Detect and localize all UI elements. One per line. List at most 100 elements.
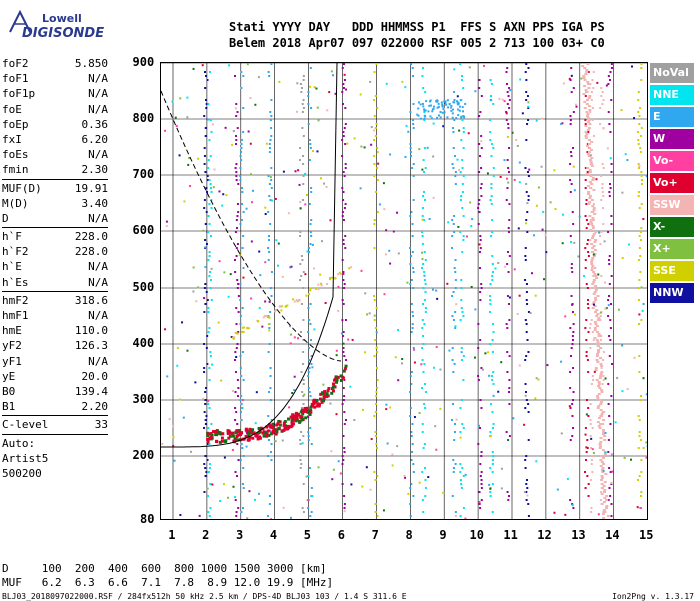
echo-point — [409, 391, 411, 393]
echo-point — [237, 507, 239, 509]
echo-point — [468, 132, 470, 134]
echo-point — [303, 511, 305, 513]
echo-point — [345, 203, 347, 205]
echo-point — [268, 327, 270, 329]
echo-point — [347, 339, 349, 341]
echo-point — [401, 362, 403, 364]
echo-point — [600, 491, 602, 493]
echo-point — [569, 163, 571, 165]
echo-point — [601, 477, 604, 479]
x-tick-label: 4 — [270, 528, 277, 542]
echo-point — [583, 101, 586, 103]
echo-point — [412, 463, 414, 465]
echo-point — [462, 311, 464, 313]
echo-point — [309, 427, 311, 429]
echo-point — [427, 476, 429, 478]
echo-point — [240, 315, 242, 317]
echo-point — [411, 303, 413, 305]
y-tick-label: 80 — [140, 512, 154, 526]
echo-point — [491, 411, 493, 413]
echo-point — [594, 239, 597, 241]
echo-point — [593, 293, 596, 295]
echo-point — [342, 239, 344, 241]
echo-point — [626, 159, 628, 161]
echo-point — [243, 211, 245, 213]
echo-point — [203, 367, 205, 369]
echo-point — [594, 371, 596, 373]
x-tick-label: 9 — [439, 528, 446, 542]
echo-point — [517, 313, 519, 315]
echo-point — [438, 114, 440, 116]
echo-point — [242, 399, 244, 401]
echo-point — [268, 329, 270, 331]
echo-point — [602, 375, 604, 377]
echo-point — [560, 123, 562, 125]
echo-point — [329, 219, 331, 221]
echo-point — [344, 283, 346, 285]
echo-point — [603, 167, 605, 169]
echo-point — [588, 97, 591, 99]
echo-point — [481, 483, 483, 485]
echo-point — [588, 95, 591, 97]
echo-point — [638, 163, 640, 165]
echo-point — [597, 407, 600, 409]
echo-point — [591, 259, 594, 261]
echo-point — [234, 419, 236, 421]
echo-point — [210, 119, 212, 121]
echo-point — [542, 211, 544, 213]
echo-point — [235, 143, 237, 145]
echo-point — [267, 211, 269, 213]
echo-point — [608, 263, 610, 265]
echo-point — [269, 143, 271, 145]
echo-point — [377, 211, 379, 213]
echo-point — [592, 307, 595, 309]
echo-point — [598, 393, 601, 395]
echo-point — [270, 135, 272, 137]
echo-point — [231, 432, 234, 435]
echo-point — [176, 365, 178, 367]
echo-point — [302, 103, 304, 105]
echo-point — [596, 82, 598, 84]
echo-point — [374, 339, 376, 341]
echo-point — [563, 82, 565, 84]
echo-point — [345, 123, 347, 125]
param-name: hmF2 — [2, 293, 29, 308]
echo-point — [603, 501, 606, 503]
echo-point — [256, 391, 258, 393]
echo-point — [594, 327, 597, 329]
echo-point — [411, 279, 413, 281]
echo-point — [268, 235, 270, 237]
echo-point — [342, 279, 344, 281]
echo-point — [240, 511, 242, 513]
echo-point — [585, 133, 588, 135]
echo-point — [591, 459, 593, 461]
echo-point — [410, 147, 412, 149]
echo-point — [221, 205, 223, 207]
echo-point — [237, 203, 239, 205]
echo-point — [528, 169, 530, 171]
echo-point — [310, 191, 312, 193]
echo-point — [250, 298, 252, 300]
echo-point — [296, 111, 298, 113]
echo-point — [463, 215, 465, 217]
echo-point — [235, 471, 237, 473]
echo-point — [455, 171, 457, 173]
echo-point — [265, 315, 267, 317]
echo-point — [300, 275, 302, 277]
echo-point — [278, 81, 280, 83]
echo-point — [488, 375, 490, 377]
param-name: foF1 — [2, 71, 29, 86]
legend-item: NoVal — [650, 63, 694, 83]
echo-point — [343, 387, 345, 389]
echo-point — [425, 259, 427, 261]
echo-point — [235, 391, 237, 393]
echo-point — [480, 135, 482, 137]
echo-point — [235, 103, 237, 105]
echo-point — [204, 239, 206, 241]
echo-point — [586, 227, 588, 229]
echo-point — [277, 265, 279, 267]
echo-point — [492, 147, 494, 149]
echo-point — [449, 103, 451, 105]
echo-point — [492, 463, 494, 465]
echo-point — [343, 219, 345, 221]
